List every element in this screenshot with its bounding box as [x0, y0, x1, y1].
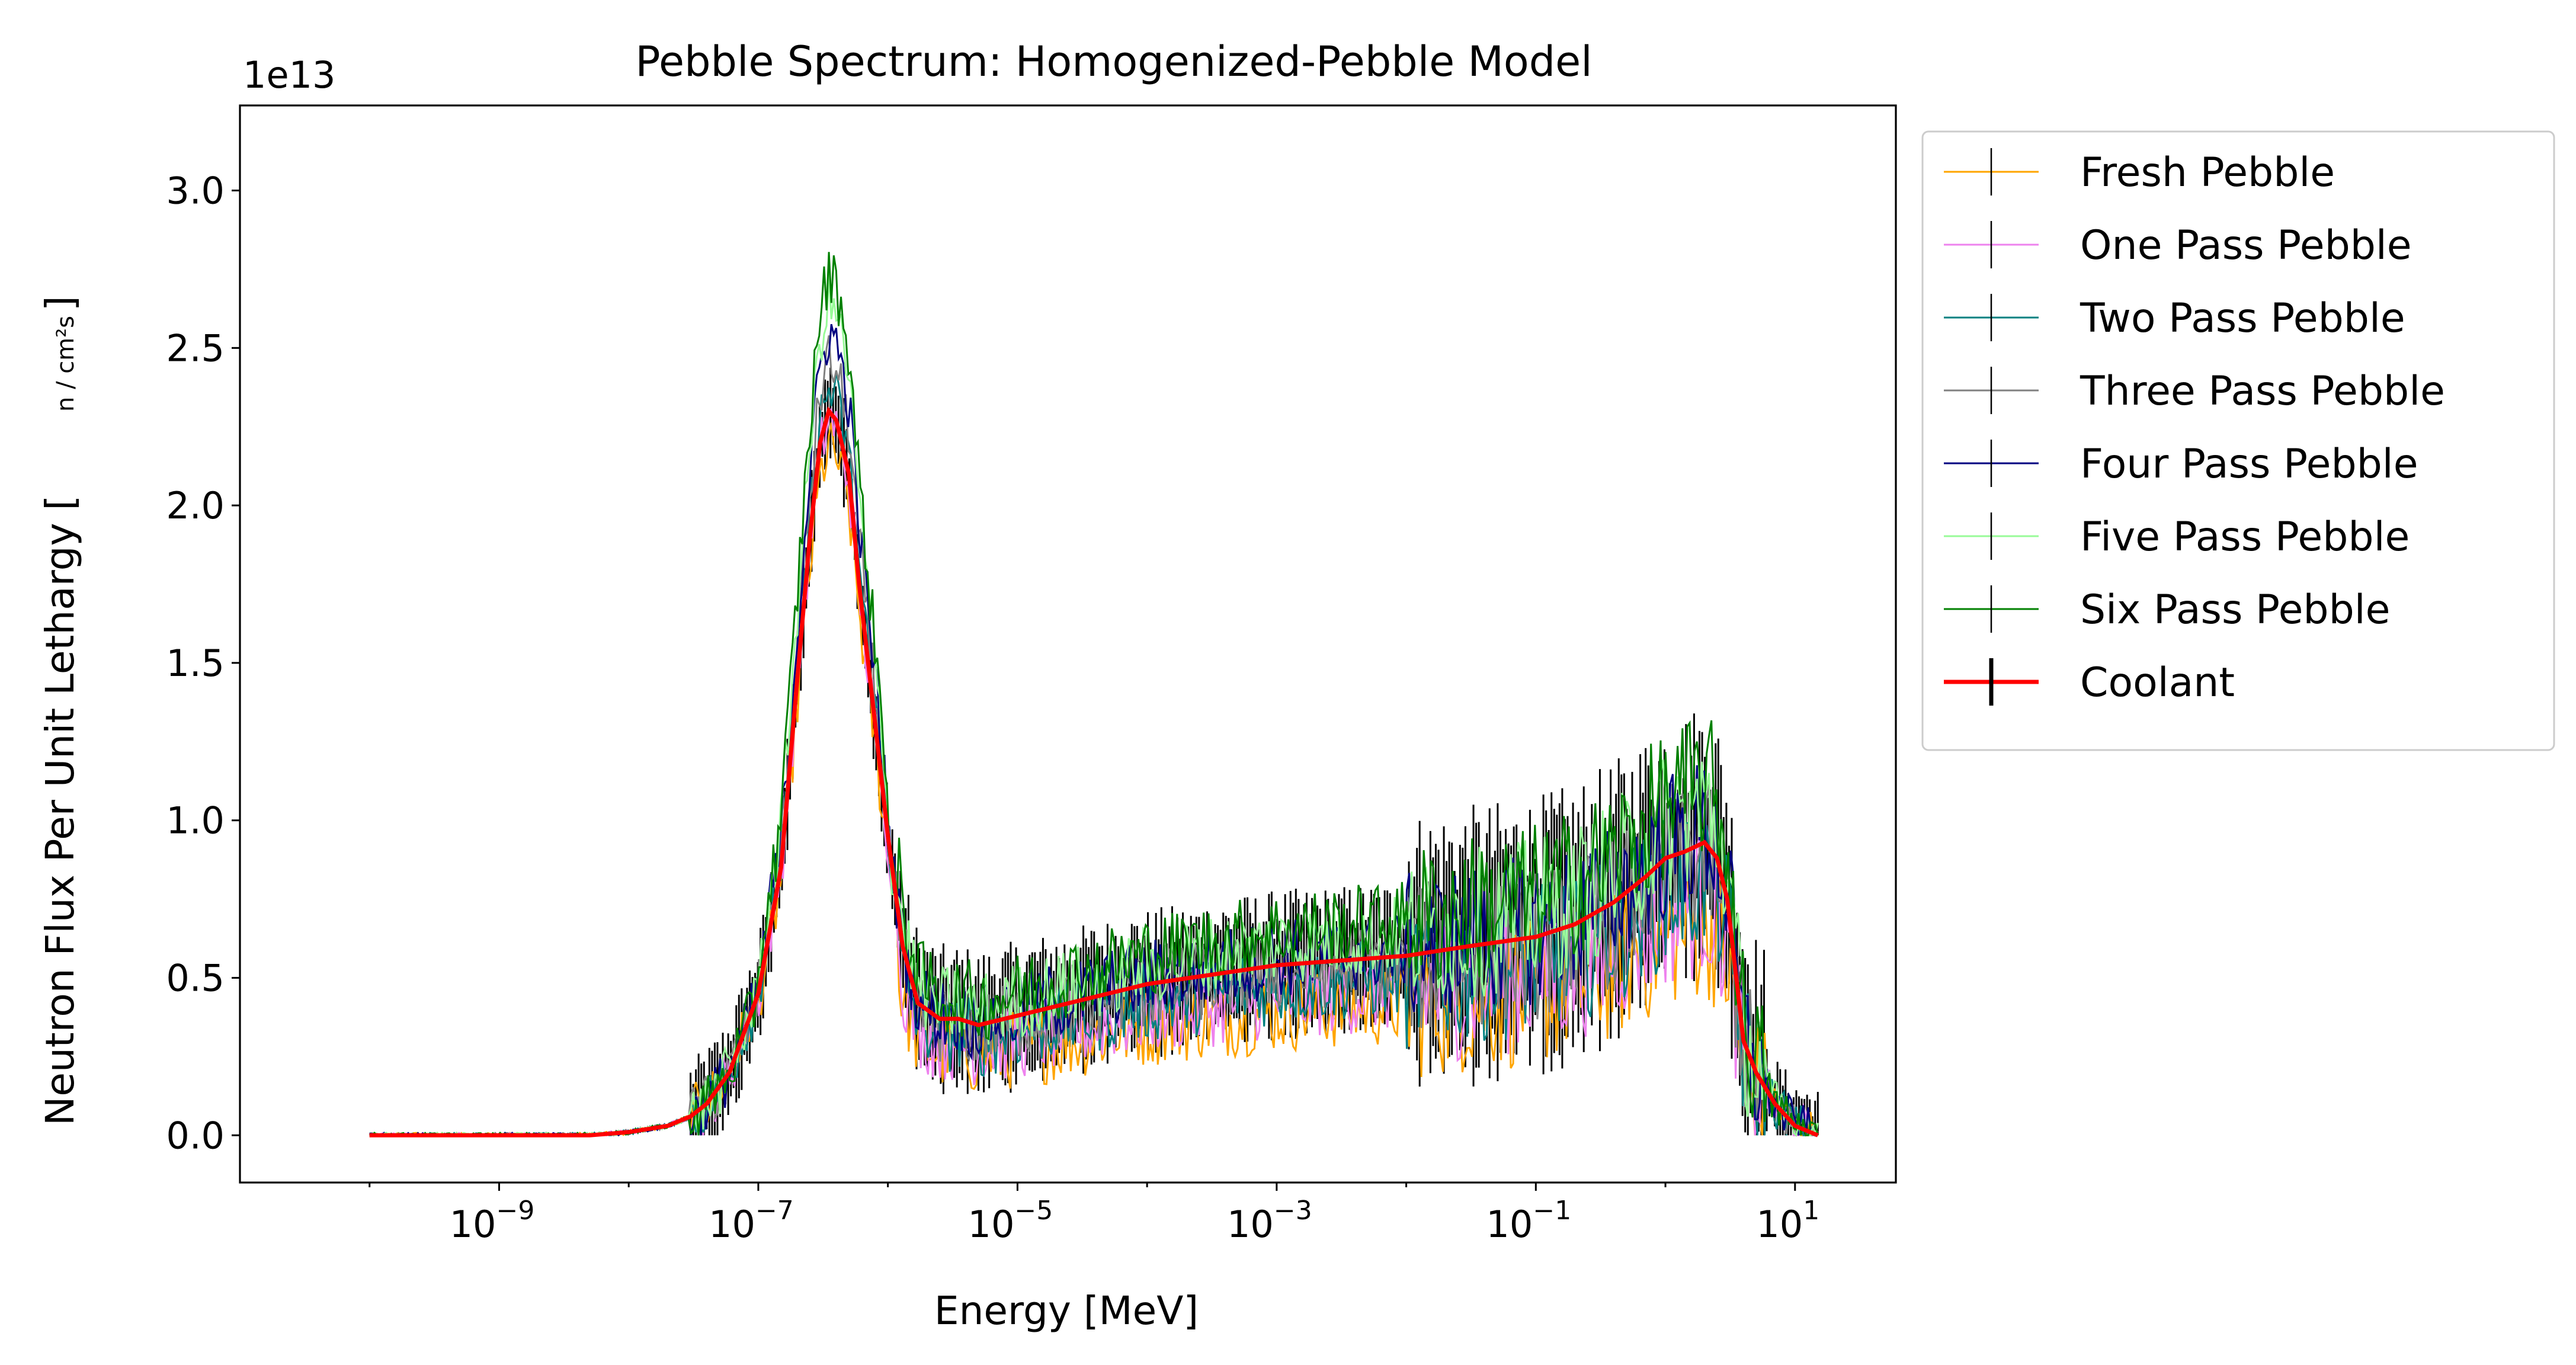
x-tick-label: 10−9 [450, 1196, 535, 1246]
x-tick-exponent: 1 [1803, 1196, 1819, 1226]
x-tick-exponent: −1 [1533, 1196, 1571, 1226]
legend-label: Fresh Pebble [2080, 149, 2335, 196]
legend-label: Four Pass Pebble [2080, 441, 2418, 488]
x-tick-label: 10−3 [1227, 1196, 1312, 1246]
y-tick-label: 2.0 [166, 484, 225, 527]
y-tick-label: 2.5 [166, 326, 225, 370]
x-tick-exponent: −7 [755, 1196, 794, 1226]
y-axis-ticks: 0.0 0.5 1.0 1.5 2.0 2.5 3.0 [166, 169, 240, 1157]
x-tick-label: 10−1 [1486, 1196, 1571, 1246]
x-tick-exponent: −9 [496, 1196, 534, 1226]
y-axis-label-unit: n / cm²s [52, 316, 79, 412]
x-tick-exponent: −5 [1014, 1196, 1053, 1226]
y-axis-label-main: Neutron Flux Per Unit Lethargy [ [37, 495, 83, 1126]
legend-label: Coolant [2080, 659, 2235, 706]
y-axis-label: Neutron Flux Per Unit Lethargy [ n / cm²… [37, 296, 83, 1126]
y-axis-label-close: ] [37, 296, 83, 311]
y-tick-label: 1.5 [166, 642, 225, 685]
x-tick-exponent: −3 [1274, 1196, 1312, 1226]
y-tick-label: 3.0 [166, 169, 225, 213]
y-tick-label: 0.5 [166, 956, 225, 999]
legend-label: One Pass Pebble [2080, 222, 2412, 269]
x-tick-label: 10−7 [709, 1196, 794, 1246]
legend-box [1921, 130, 2555, 751]
x-axis-ticks: 10−9 10−7 10−5 10−3 10−1 101 [369, 1183, 1819, 1246]
y-tick-label: 0.0 [166, 1114, 225, 1157]
chart-title: Pebble Spectrum: Homogenized-Pebble Mode… [635, 37, 1592, 86]
coolant-line [369, 406, 1819, 1138]
legend: Fresh Pebble One Pass Pebble Two Pass Pebb… [1921, 130, 2555, 751]
y-offset-label: 1e13 [243, 53, 335, 97]
y-tick-label: 1.0 [166, 799, 225, 842]
legend-label: Three Pass Pebble [2080, 368, 2445, 415]
plot-frame [239, 104, 1897, 1184]
legend-label: Six Pass Pebble [2080, 587, 2390, 633]
legend-label: Two Pass Pebble [2080, 295, 2405, 342]
x-tick-label: 10−5 [968, 1196, 1053, 1246]
x-tick-label: 101 [1756, 1196, 1819, 1246]
x-axis-label: Energy [MeV] [934, 1288, 1199, 1334]
legend-label: Five Pass Pebble [2080, 514, 2410, 560]
